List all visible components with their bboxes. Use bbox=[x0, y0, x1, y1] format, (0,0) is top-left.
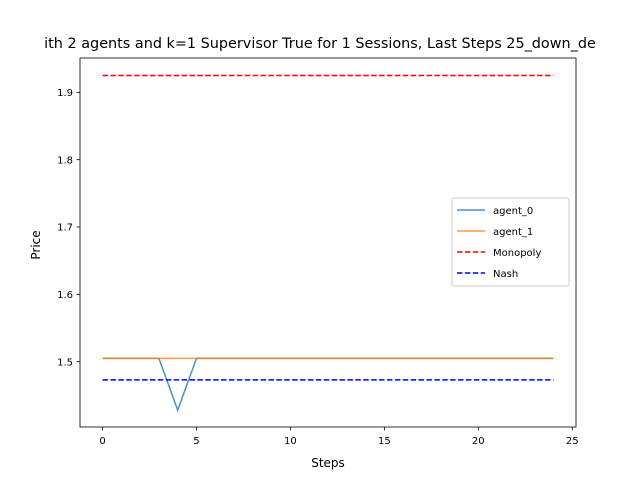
y-tick-label: 1.7 bbox=[57, 223, 73, 234]
x-tick-label: 15 bbox=[378, 436, 391, 447]
y-tick-label: 1.5 bbox=[57, 357, 73, 368]
axes-layer: 0 5 10 15 20 25 1.5 1.6 1.7 1.8 1.9 bbox=[57, 57, 579, 447]
legend-label: agent_0 bbox=[493, 206, 533, 217]
y-tick-label: 1.9 bbox=[57, 88, 73, 99]
legend-box bbox=[451, 197, 570, 287]
x-tick-label: 0 bbox=[99, 436, 105, 447]
chart-title: ith 2 agents and k=1 Supervisor True for… bbox=[44, 36, 596, 52]
x-tick-label: 20 bbox=[472, 436, 485, 447]
y-tick-label: 1.6 bbox=[57, 290, 73, 301]
legend-label: agent_1 bbox=[493, 227, 533, 238]
x-tick-label: 5 bbox=[193, 436, 199, 447]
y-axis-label: Price bbox=[29, 230, 43, 259]
x-tick-label: 25 bbox=[566, 436, 579, 447]
series-layer bbox=[102, 74, 554, 413]
x-axis-label: Steps bbox=[311, 456, 345, 470]
legend-label: Nash bbox=[493, 269, 518, 280]
y-tick-label: 1.8 bbox=[57, 155, 73, 166]
x-tick-label: 10 bbox=[284, 436, 297, 447]
legend: agent_0 agent_1 Monopoly Nash bbox=[451, 197, 570, 287]
legend-label: Monopoly bbox=[493, 248, 541, 259]
axes-frame bbox=[79, 57, 577, 428]
